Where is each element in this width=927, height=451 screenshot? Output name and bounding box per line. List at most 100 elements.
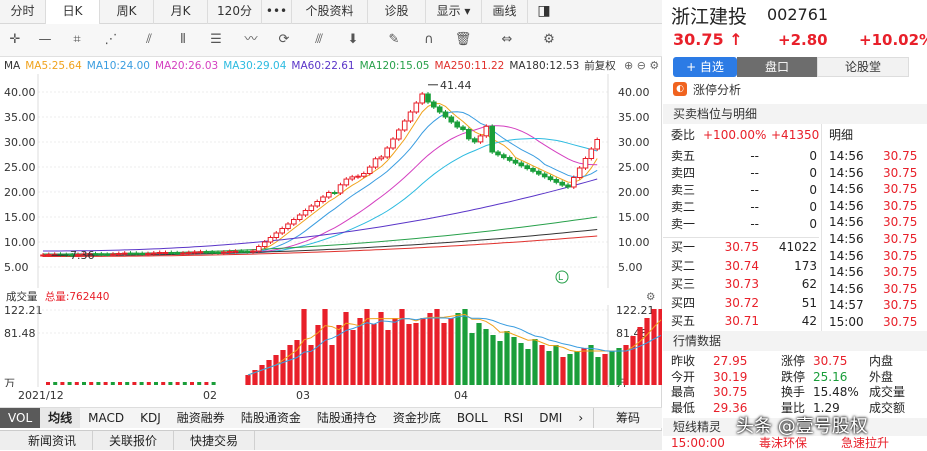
bars-icon[interactable]: ⦀: [180, 32, 186, 47]
candle-body: [565, 184, 571, 188]
bid-label: 买四: [671, 295, 696, 310]
volume-bar: [350, 330, 356, 385]
ask-volume: 0: [809, 149, 817, 163]
candle-body: [121, 252, 128, 255]
short-elf-header: 短线精灵: [663, 418, 927, 436]
tab-4[interactable]: 120分: [208, 0, 262, 24]
tab-5[interactable]: •••: [262, 0, 292, 24]
volume-bar: [567, 354, 573, 385]
volume-bar: [287, 345, 293, 385]
indicator-tab[interactable]: 筹码: [592, 408, 662, 428]
volume-bar: [294, 340, 300, 385]
arrow-down-icon[interactable]: ⬇: [347, 32, 359, 47]
candle-body: [139, 253, 145, 255]
tick-time: 14:56: [829, 248, 864, 263]
indicator-tab[interactable]: BOLL: [456, 411, 488, 425]
tab-0[interactable]: 分时: [0, 0, 46, 24]
candle-body: [553, 179, 560, 183]
settings-icon[interactable]: ⚙: [543, 32, 555, 47]
indicator-tab[interactable]: 陆股通持仓: [316, 411, 377, 425]
indicator-tab[interactable]: 均线: [40, 408, 81, 428]
legend-controls[interactable]: ⊕ ⊖ ⚙: [624, 59, 660, 72]
tab-6[interactable]: 个股资料: [292, 0, 368, 24]
limit-analysis-link[interactable]: 涨停分析: [693, 83, 742, 97]
ask-row: 卖一 -- 0: [663, 216, 927, 233]
fan-icon[interactable]: ⋰: [104, 32, 118, 47]
pitchfork-icon[interactable]: ⫻: [315, 32, 323, 47]
indicator-tab[interactable]: 融资融券: [176, 411, 225, 425]
volume-bar: [301, 309, 307, 385]
quote-panel: 浙江建投 002761 30.75 ↑ +2.80 +10.02% + 自选 盘…: [663, 0, 927, 450]
candle-body: [407, 111, 414, 122]
price-tick-right: 25.00: [618, 161, 650, 174]
candle-body: [396, 129, 402, 140]
wave-icon[interactable]: 〰: [244, 32, 258, 47]
tab-7[interactable]: 诊股: [368, 0, 426, 24]
volume-bar: [245, 375, 251, 385]
tick-row: 15:00 30.75: [829, 314, 927, 331]
tab-3[interactable]: 月K: [154, 0, 208, 24]
volume-bar: [637, 327, 643, 385]
bottom-bar-item[interactable]: 新闻资讯: [12, 431, 94, 450]
volume-bar: [125, 382, 130, 385]
bottom-bar-item[interactable]: 关联报价: [93, 431, 175, 450]
tab-2[interactable]: 周K: [100, 0, 154, 24]
price-chart[interactable]: 40.00 40.00 35.00 35.00 30.00 30.00 25.00 25.00…: [0, 74, 662, 288]
add-watchlist-button[interactable]: + 自选: [673, 57, 737, 77]
indicator-tab[interactable]: ›: [578, 411, 584, 425]
price-tick-left: 10.00: [4, 236, 36, 249]
crop-icon[interactable]: ⌗: [73, 32, 81, 47]
indicator-tab[interactable]: 资金抄底: [392, 411, 441, 425]
bottom-bar: 新闻资讯 关联报价 快捷交易: [0, 430, 662, 450]
tick-time: 14:57: [829, 298, 864, 313]
layout-icon[interactable]: ◨: [537, 3, 551, 19]
candle-body: [46, 254, 52, 256]
tick-time: 14:56: [829, 198, 864, 213]
tab-9[interactable]: 画线: [482, 0, 528, 24]
magnet-icon[interactable]: ∩: [424, 32, 434, 47]
volume-bar: [139, 382, 144, 385]
channel-icon[interactable]: ⫽: [146, 32, 152, 47]
volume-settings-icon[interactable]: ⚙: [646, 291, 656, 303]
price-tick-right: 35.00: [618, 111, 650, 124]
indicator-tab[interactable]: VOL: [0, 408, 41, 428]
volume-bar: [190, 382, 194, 385]
volume-bar: [357, 318, 363, 385]
candle-body: [98, 253, 105, 256]
pen-icon[interactable]: ✎: [388, 32, 400, 47]
expand-icon[interactable]: ⇔: [501, 32, 513, 47]
tab-8[interactable]: 显示 ▾: [426, 0, 482, 24]
line-icon[interactable]: —: [38, 32, 52, 47]
candle-body: [355, 175, 361, 178]
volume-bar: [616, 348, 622, 385]
tab-panel[interactable]: 盘口: [737, 57, 817, 77]
volume-bar: [385, 330, 391, 385]
short-elf-stock: 毒沫环保: [759, 436, 808, 450]
candle-body: [489, 125, 495, 153]
tab-1[interactable]: 日K: [46, 0, 100, 24]
indicator-tab[interactable]: DMI: [539, 411, 563, 425]
ma-legend: MA MA5:25.64 MA10:24.00 MA20:26.03 MA30:29.0…: [0, 58, 662, 74]
trash-icon[interactable]: 🗑: [454, 32, 472, 47]
tab-forum[interactable]: 论股堂: [817, 57, 909, 77]
tick-row: 14:56 30.75: [829, 198, 927, 215]
crosshair-icon[interactable]: ✛: [9, 32, 21, 47]
tick-price: 30.75: [883, 149, 918, 163]
indicator-tab[interactable]: KDJ: [140, 411, 161, 425]
tick-time: 14:56: [829, 215, 864, 230]
volume-bar: [602, 354, 608, 385]
fib-icon[interactable]: ☰: [210, 32, 222, 47]
candle-body: [40, 254, 46, 257]
indicator-tab[interactable]: MACD: [88, 411, 125, 425]
price-tick-left: 15.00: [4, 211, 36, 224]
indicator-tab[interactable]: RSI: [503, 411, 524, 425]
candle-body: [431, 101, 437, 108]
quote-value: 25.16: [813, 369, 848, 384]
indicator-tab[interactable]: 陆股通资金: [240, 411, 301, 425]
cycle-icon[interactable]: ⟳: [278, 32, 290, 47]
bottom-bar-item[interactable]: 快捷交易: [174, 431, 256, 450]
bid-label: 买二: [671, 258, 696, 273]
tick-time: 15:00: [829, 315, 864, 329]
candle-body: [261, 241, 268, 247]
